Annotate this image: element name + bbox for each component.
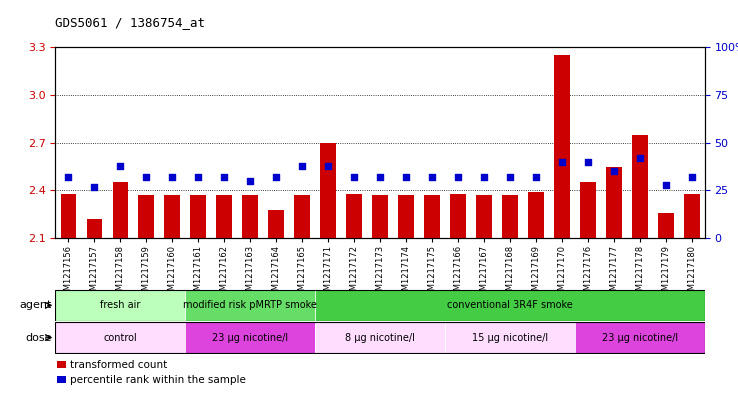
Text: 23 μg nicotine/l: 23 μg nicotine/l <box>212 332 289 343</box>
Bar <box>346 194 362 238</box>
Point <box>556 159 568 165</box>
Point <box>608 168 620 174</box>
Bar <box>528 192 544 238</box>
Bar <box>57 361 66 368</box>
Bar <box>185 290 315 321</box>
Point <box>660 182 672 188</box>
Bar <box>294 195 310 238</box>
Bar <box>580 182 596 238</box>
Text: modified risk pMRTP smoke: modified risk pMRTP smoke <box>183 300 317 310</box>
Point <box>374 174 386 180</box>
Point <box>114 162 126 169</box>
Bar <box>320 143 336 238</box>
Text: GDS5061 / 1386754_at: GDS5061 / 1386754_at <box>55 16 205 29</box>
Text: 23 μg nicotine/l: 23 μg nicotine/l <box>601 332 678 343</box>
Bar <box>86 219 102 238</box>
Point <box>686 174 697 180</box>
Point <box>166 174 178 180</box>
Bar <box>61 194 76 238</box>
Bar <box>242 195 258 238</box>
Bar <box>315 290 705 321</box>
Point <box>426 174 438 180</box>
Bar <box>684 194 700 238</box>
Bar <box>575 322 705 353</box>
Point <box>582 159 594 165</box>
Point <box>193 174 204 180</box>
Point <box>218 174 230 180</box>
Point <box>478 174 490 180</box>
Point <box>504 174 516 180</box>
Text: conventional 3R4F smoke: conventional 3R4F smoke <box>447 300 573 310</box>
Text: fresh air: fresh air <box>100 300 140 310</box>
Point <box>452 174 464 180</box>
Bar <box>632 135 648 238</box>
Bar <box>55 322 185 353</box>
Bar <box>315 322 445 353</box>
Bar <box>139 195 154 238</box>
Point <box>634 155 646 161</box>
Bar <box>554 55 570 238</box>
Text: agent: agent <box>19 300 52 310</box>
Bar <box>55 290 185 321</box>
Bar <box>372 195 388 238</box>
Text: transformed count: transformed count <box>69 360 167 370</box>
Point <box>89 184 100 190</box>
Bar <box>658 213 674 238</box>
Text: 8 μg nicotine/l: 8 μg nicotine/l <box>345 332 415 343</box>
Bar <box>399 195 414 238</box>
Point <box>296 162 308 169</box>
Text: control: control <box>103 332 137 343</box>
Text: percentile rank within the sample: percentile rank within the sample <box>69 375 246 385</box>
Point <box>270 174 282 180</box>
Point <box>530 174 542 180</box>
Point <box>323 162 334 169</box>
Text: dose: dose <box>25 332 52 343</box>
Point <box>244 178 256 184</box>
Bar <box>502 195 518 238</box>
Bar <box>190 195 206 238</box>
Bar <box>165 195 180 238</box>
Point <box>400 174 412 180</box>
Point <box>140 174 152 180</box>
Bar <box>216 195 232 238</box>
Bar <box>112 182 128 238</box>
Bar <box>476 195 492 238</box>
Text: 15 μg nicotine/l: 15 μg nicotine/l <box>472 332 548 343</box>
Point <box>63 174 75 180</box>
Point <box>348 174 360 180</box>
Bar <box>424 195 440 238</box>
Bar <box>57 376 66 384</box>
Bar <box>269 209 284 238</box>
Bar <box>450 194 466 238</box>
Bar <box>185 322 315 353</box>
Bar <box>445 322 575 353</box>
Bar <box>606 167 621 238</box>
